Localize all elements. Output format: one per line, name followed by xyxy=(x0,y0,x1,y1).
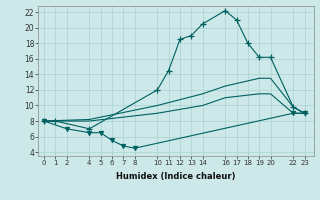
X-axis label: Humidex (Indice chaleur): Humidex (Indice chaleur) xyxy=(116,172,236,181)
